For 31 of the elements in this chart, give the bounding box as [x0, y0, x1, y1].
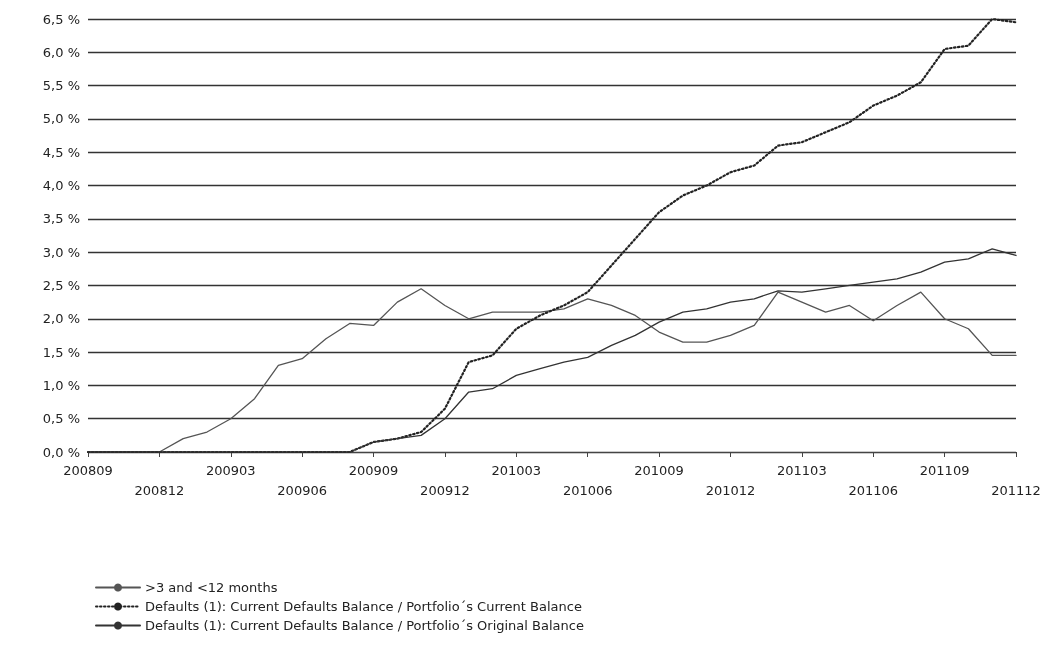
y-tick-label: 4,5 % — [42, 144, 80, 160]
y-tick-label: 6,5 % — [42, 11, 80, 27]
y-tick-label: 3,0 % — [42, 244, 80, 260]
x-tick-label: 201106 — [848, 482, 899, 498]
legend-label: >3 and <12 months — [145, 580, 278, 595]
y-tick-label: 3,5 % — [42, 211, 80, 227]
x-tick-label: 201009 — [634, 462, 684, 478]
x-tick-label: 200903 — [205, 462, 256, 478]
x-tick-label: 201003 — [491, 462, 542, 478]
legend-label: Defaults (1): Current Defaults Balance / Portfolio´s Current Balance — [145, 599, 582, 614]
x-tick-label: 200906 — [277, 482, 327, 498]
y-tick-label: 5,0 % — [42, 111, 80, 127]
y-tick-label: 0,0 % — [42, 444, 80, 460]
x-tick-label: 201103 — [777, 462, 827, 478]
y-tick-label: 4,0 % — [42, 178, 80, 194]
x-tick-label: 201109 — [919, 462, 970, 478]
y-tick-label: 2,0 % — [42, 311, 80, 327]
x-tick-label: 201012 — [705, 482, 756, 498]
y-tick-label: 0,5 % — [42, 411, 80, 427]
x-tick-label: 200812 — [134, 482, 185, 498]
y-tick-label: 1,0 % — [42, 377, 80, 393]
x-tick-label: 200912 — [420, 482, 470, 498]
y-tick-label: 5,5 % — [42, 78, 80, 94]
x-tick-label: 200809 — [63, 462, 113, 478]
x-tick-label: 200909 — [348, 462, 399, 478]
x-tick-label: 201006 — [562, 482, 613, 498]
y-tick-label: 6,0 % — [42, 44, 80, 60]
y-tick-label: 1,5 % — [42, 344, 80, 360]
y-tick-label: 2,5 % — [42, 277, 80, 293]
x-tick-label: 201112 — [991, 482, 1041, 498]
legend-label: Defaults (1): Current Defaults Balance / Portfolio´s Original Balance — [145, 618, 584, 633]
